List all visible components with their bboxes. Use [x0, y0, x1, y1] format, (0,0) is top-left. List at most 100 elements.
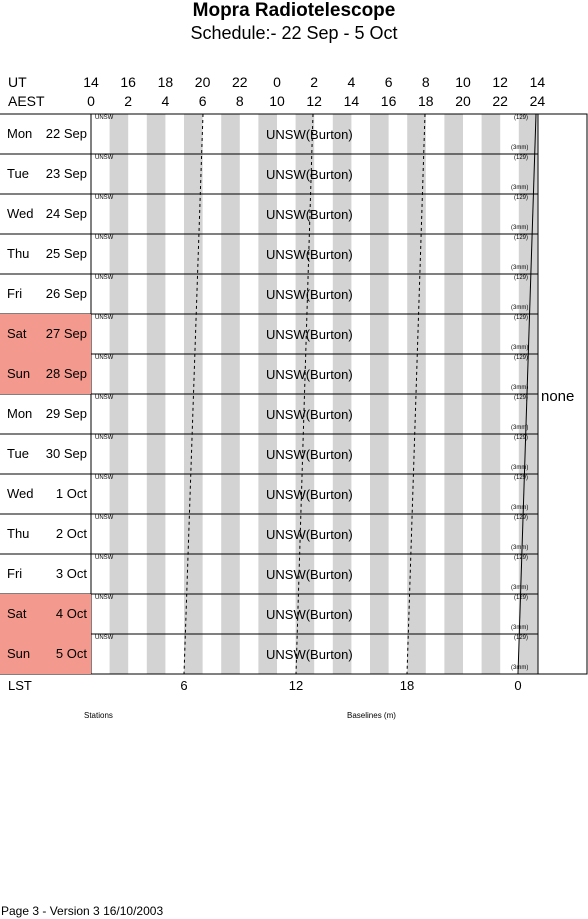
project-label: UNSW(Burton) [266, 207, 353, 222]
project-code-small: UNSW [95, 555, 114, 561]
lst-tick: 18 [399, 678, 415, 693]
day-label: Sun 28 Sep [0, 354, 91, 394]
day-of-week: Wed [7, 206, 34, 221]
day-date: 26 Sep [45, 286, 87, 301]
receiver-note: (129) [514, 275, 529, 281]
lst-tick: 12 [288, 678, 304, 693]
day-of-week: Thu [7, 526, 30, 541]
aest-tick: 20 [455, 93, 471, 109]
day-label: Fri 3 Oct [0, 554, 91, 594]
receiver-note: (129) [514, 435, 529, 441]
project-code-small: UNSW [95, 595, 114, 601]
ut-tick: 4 [347, 74, 356, 90]
day-label: Sun 5 Oct [0, 634, 91, 674]
stations-label: Stations [84, 711, 113, 720]
project-code-small: UNSW [95, 635, 114, 641]
lst-tick: 0 [514, 678, 522, 693]
receiver-note: (129) [514, 235, 529, 241]
ut-tick: 8 [421, 74, 430, 90]
project-label: UNSW(Burton) [266, 647, 353, 662]
day-of-week: Mon [7, 126, 33, 141]
receiver-note: (129) [514, 315, 529, 321]
band-note: (3mm) [511, 505, 529, 511]
side-note-box [537, 113, 588, 675]
project-label: UNSW(Burton) [266, 447, 353, 462]
project-code-small: UNSW [95, 315, 114, 321]
aest-tick: 14 [343, 93, 360, 109]
ut-tick: 20 [194, 74, 211, 90]
aest-tick: 2 [124, 93, 133, 109]
project-code-small: UNSW [95, 155, 114, 161]
day-date: 23 Sep [45, 166, 87, 181]
day-of-week: Thu [7, 246, 30, 261]
baselines-label: Baselines (m) [347, 711, 396, 720]
day-date: 4 Oct [55, 606, 87, 621]
receiver-note: (129) [514, 555, 529, 561]
day-label: Sat 27 Sep [0, 314, 91, 354]
day-label: Mon 22 Sep [0, 114, 91, 154]
day-of-week: Sun [7, 366, 31, 381]
aest-tick: 24 [529, 93, 546, 109]
aest-tick: 4 [161, 93, 170, 109]
band-note: (3mm) [511, 585, 529, 591]
day-label: Wed 24 Sep [0, 194, 91, 234]
day-date: 1 Oct [55, 486, 87, 501]
day-label: Fri 26 Sep [0, 274, 91, 314]
project-code-small: UNSW [95, 515, 114, 521]
ut-tick: 16 [120, 74, 136, 90]
project-code-small: UNSW [95, 195, 114, 201]
band-note: (3mm) [511, 465, 529, 471]
aest-label: AEST [8, 93, 45, 109]
day-of-week: Tue [7, 166, 29, 181]
ut-tick: 12 [492, 74, 508, 90]
band-note: (3mm) [511, 385, 529, 391]
receiver-note: (129) [514, 595, 529, 601]
aest-tick: 6 [198, 93, 207, 109]
ut-tick: 2 [310, 74, 319, 90]
band-note: (3mm) [511, 225, 529, 231]
day-of-week: Tue [7, 446, 29, 461]
project-code-small: UNSW [95, 475, 114, 481]
ut-tick: 22 [232, 74, 248, 90]
day-date: 2 Oct [55, 526, 87, 541]
project-label: UNSW(Burton) [266, 167, 353, 182]
band-note: (3mm) [511, 665, 529, 671]
project-code-small: UNSW [95, 355, 114, 361]
lst-zero-line [517, 113, 537, 675]
day-of-week: Wed [7, 486, 34, 501]
side-note: none [541, 388, 575, 405]
ut-label: UT [8, 74, 27, 90]
day-of-week: Fri [7, 566, 23, 581]
project-label: UNSW(Burton) [266, 527, 353, 542]
day-date: 30 Sep [45, 446, 87, 461]
day-label: Tue 30 Sep [0, 434, 91, 474]
band-note: (3mm) [511, 425, 529, 431]
receiver-note: (129) [514, 515, 529, 521]
day-of-week: Sat [7, 606, 27, 621]
ut-tick: 14 [529, 74, 546, 90]
receiver-note: (129) [514, 635, 529, 641]
project-code-small: UNSW [95, 235, 114, 241]
project-label: UNSW(Burton) [266, 567, 353, 582]
aest-tick: 8 [235, 93, 244, 109]
receiver-note: (129) [514, 155, 529, 161]
project-code-small: UNSW [95, 275, 114, 281]
receiver-note: (129) [514, 395, 529, 401]
receiver-note: (129) [514, 195, 529, 201]
band-note: (3mm) [511, 265, 529, 271]
lst-tick: 6 [180, 678, 188, 693]
project-label: UNSW(Burton) [266, 127, 353, 142]
project-label: UNSW(Burton) [266, 607, 353, 622]
day-date: 25 Sep [45, 246, 87, 261]
band-note: (3mm) [511, 345, 529, 351]
band-note: (3mm) [511, 185, 529, 191]
day-of-week: Sun [7, 646, 31, 661]
day-label: Tue 23 Sep [0, 154, 91, 194]
day-label: Thu 25 Sep [0, 234, 91, 274]
lst-label: LST [8, 678, 32, 693]
band-note: (3mm) [511, 545, 529, 551]
ut-tick: 6 [384, 74, 393, 90]
aest-tick: 0 [87, 93, 95, 109]
day-of-week: Mon [7, 406, 33, 421]
